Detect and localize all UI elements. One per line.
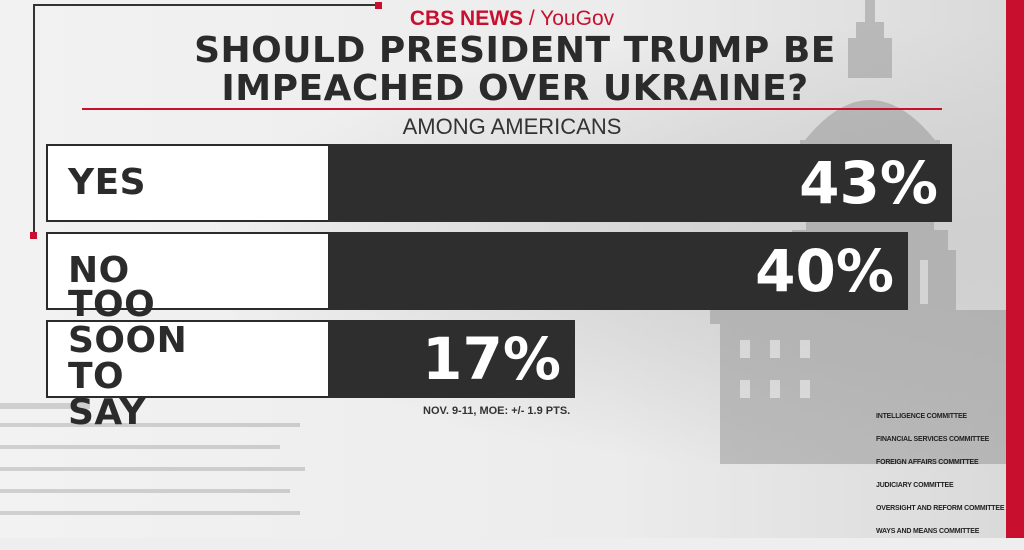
bar-no: 40% [328, 232, 908, 310]
frame-dot-bottom [30, 232, 37, 239]
chart-title-line-1: SHOULD PRESIDENT TRUMP BE [194, 30, 836, 71]
chart-subtitle: AMONG AMERICANS [402, 114, 622, 139]
data-label-no: 40% [755, 237, 894, 305]
data-label-yes: 43% [799, 149, 938, 217]
committee-item: JUDICIARY COMMITTEE [876, 482, 954, 489]
frame-line-left [33, 4, 35, 236]
category-label-line: TO SAY [68, 356, 146, 433]
data-label-too-soon-to-say: 17% [422, 325, 561, 393]
category-label-too-soon-to-say: TOO SOON TO SAY [68, 287, 187, 431]
brand-separator: / [523, 7, 541, 30]
bar-too-soon-to-say: 17% [328, 320, 575, 398]
brand-network: CBS NEWS [409, 7, 524, 30]
chart-title: SHOULD PRESIDENT TRUMP BE IMPEACHED OVER… [110, 32, 920, 108]
brand-partner: YouGov [540, 7, 615, 30]
category-label-box [46, 144, 330, 222]
committee-item: INTELLIGENCE COMMITTEE [876, 413, 967, 420]
title-divider [82, 108, 942, 110]
chart-title-line-2: IMPEACHED OVER UKRAINE? [221, 68, 809, 109]
committee-list: INTELLIGENCE COMMITTEE FINANCIAL SERVICE… [876, 412, 1006, 550]
category-label-line: TOO SOON [68, 284, 188, 361]
poll-note: NOV. 9-11, MOE: +/- 1.9 PTS. [423, 405, 571, 417]
frame-dot-top [375, 2, 382, 9]
category-label-yes: YES [68, 144, 146, 222]
committee-item: OVERSIGHT AND REFORM COMMITTEE [876, 505, 1005, 512]
committee-item: WAYS AND MEANS COMMITTEE [876, 528, 980, 535]
committee-item: FINANCIAL SERVICES COMMITTEE [876, 436, 990, 443]
brand-header: CBS NEWS / YouGov [0, 7, 1024, 31]
category-label-line: YES [68, 162, 147, 203]
category-label-box [46, 320, 330, 398]
category-label-no: NO [68, 232, 130, 310]
committee-item: FOREIGN AFFAIRS COMMITTEE [876, 459, 979, 466]
category-label-line: NO [68, 250, 130, 291]
red-accent-bar [1006, 0, 1024, 538]
category-label-box [46, 232, 330, 310]
bar-yes: 43% [328, 144, 952, 222]
frame-line-top [33, 4, 379, 6]
background-document-texture [0, 403, 305, 515]
